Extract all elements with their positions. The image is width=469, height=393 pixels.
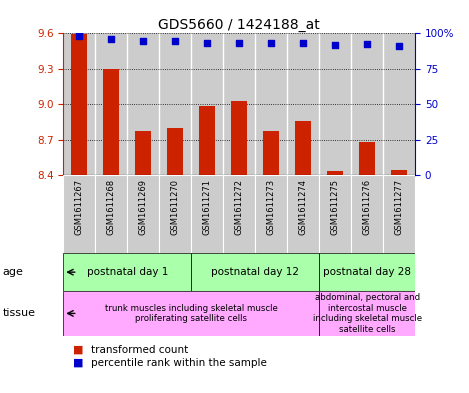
Text: postnatal day 1: postnatal day 1 [87, 267, 168, 277]
Text: transformed count: transformed count [91, 345, 189, 355]
Bar [191, 175, 223, 253]
Point [107, 36, 115, 42]
Bar [159, 175, 191, 253]
Bar [167, 128, 183, 175]
Bar [295, 121, 311, 175]
Point [76, 32, 83, 39]
Bar [63, 253, 191, 291]
Bar [223, 175, 255, 253]
Point [332, 42, 339, 49]
Bar [319, 33, 351, 175]
Bar [383, 33, 415, 175]
Bar [255, 33, 287, 175]
Text: ■: ■ [73, 345, 83, 355]
Bar [319, 291, 415, 336]
Bar [351, 175, 383, 253]
Bar [63, 291, 319, 336]
Text: GSM1611269: GSM1611269 [139, 179, 148, 235]
Text: percentile rank within the sample: percentile rank within the sample [91, 358, 267, 368]
Bar [95, 175, 127, 253]
Bar [383, 175, 415, 253]
Point [299, 40, 307, 46]
Text: GSM1611270: GSM1611270 [171, 179, 180, 235]
Text: postnatal day 28: postnatal day 28 [323, 267, 411, 277]
Text: GSM1611272: GSM1611272 [234, 179, 244, 235]
Bar [127, 175, 159, 253]
Bar [319, 253, 415, 291]
Text: postnatal day 12: postnatal day 12 [211, 267, 299, 277]
Point [395, 43, 403, 49]
Bar [135, 130, 151, 175]
Bar [391, 170, 407, 175]
Bar [159, 33, 191, 175]
Bar [231, 101, 247, 175]
Text: GSM1611267: GSM1611267 [75, 179, 84, 235]
Bar [287, 175, 319, 253]
Text: ■: ■ [73, 358, 83, 368]
Point [139, 38, 147, 44]
Text: trunk muscles including skeletal muscle
proliferating satellite cells: trunk muscles including skeletal muscle … [105, 304, 278, 323]
Bar [263, 132, 279, 175]
Point [267, 39, 275, 46]
Bar [359, 142, 375, 175]
Bar [71, 34, 87, 175]
Point [172, 38, 179, 44]
Bar [191, 253, 319, 291]
Text: GSM1611276: GSM1611276 [363, 179, 371, 235]
Bar [127, 33, 159, 175]
Text: GSM1611277: GSM1611277 [394, 179, 404, 235]
Text: abdominal, pectoral and
intercostal muscle
including skeletal muscle
satellite c: abdominal, pectoral and intercostal musc… [312, 293, 422, 334]
Text: GSM1611275: GSM1611275 [331, 179, 340, 235]
Bar [191, 33, 223, 175]
Text: GSM1611274: GSM1611274 [299, 179, 308, 235]
Bar [223, 33, 255, 175]
Bar [327, 171, 343, 175]
Text: GSM1611273: GSM1611273 [267, 179, 276, 235]
Bar [351, 33, 383, 175]
Bar [287, 33, 319, 175]
Bar [63, 175, 95, 253]
Bar [319, 175, 351, 253]
Point [235, 39, 243, 46]
Bar [199, 106, 215, 175]
Text: age: age [2, 267, 23, 277]
Text: GSM1611271: GSM1611271 [203, 179, 212, 235]
Bar [255, 175, 287, 253]
Title: GDS5660 / 1424188_at: GDS5660 / 1424188_at [159, 18, 320, 32]
Bar [95, 33, 127, 175]
Text: tissue: tissue [2, 309, 35, 318]
Point [363, 41, 371, 47]
Bar [63, 33, 95, 175]
Point [204, 39, 211, 46]
Bar [103, 69, 119, 175]
Text: GSM1611268: GSM1611268 [107, 179, 116, 235]
